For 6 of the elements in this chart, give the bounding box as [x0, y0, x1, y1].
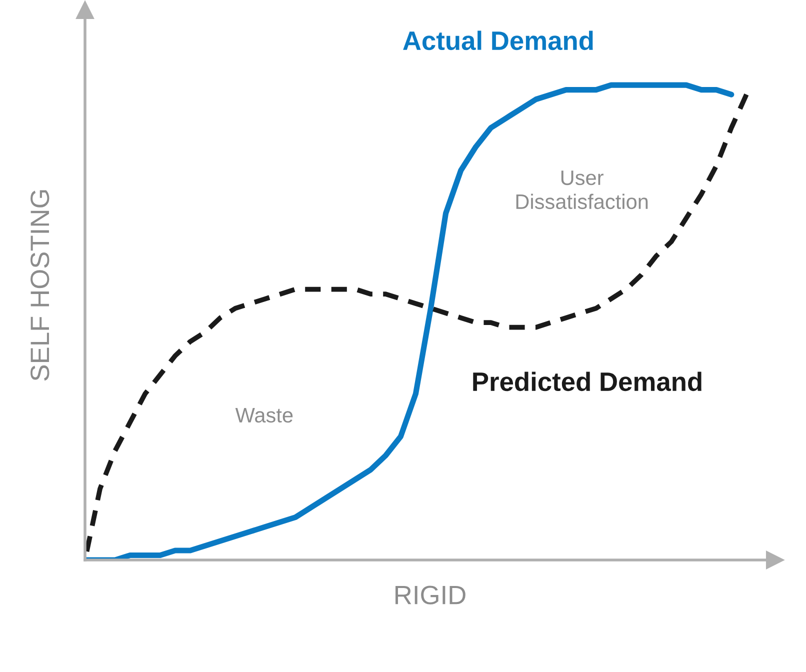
annotation: Waste: [235, 408, 293, 423]
series-label: Predicted Demand: [473, 372, 702, 392]
series-label: Actual Demand: [403, 30, 593, 50]
annotation: User Dissatisfaction: [516, 170, 648, 210]
y-axis-title: SELF HOSTING: [30, 190, 50, 381]
x-axis-title: RIGID: [396, 586, 466, 604]
